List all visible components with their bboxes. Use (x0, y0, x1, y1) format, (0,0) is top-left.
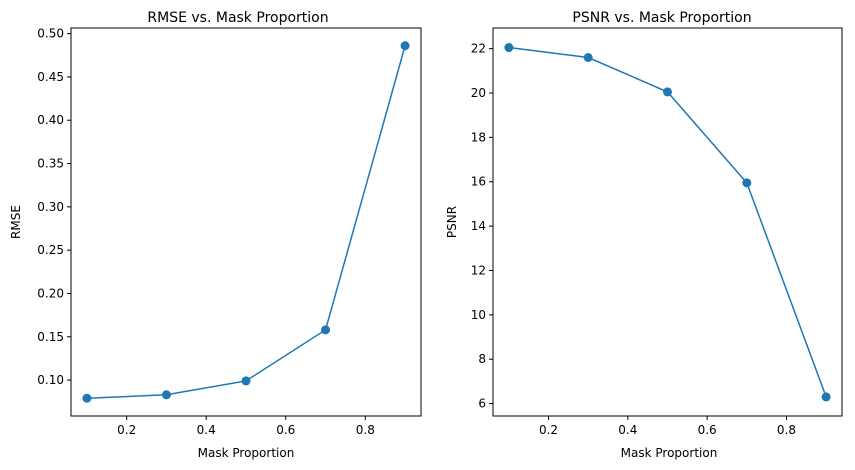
y-tick-label: 8 (478, 352, 486, 366)
data-point (821, 392, 831, 402)
plot-area: 0.2 0.4 0.6 0.8 6 8 10 12 14 16 18 20 22 (471, 42, 831, 437)
x-tick-label: 0.6 (698, 423, 717, 437)
y-tick-label: 22 (471, 42, 486, 56)
y-tick-label: 6 (478, 397, 486, 411)
data-point (504, 43, 514, 53)
y-tick-label: 16 (471, 175, 486, 189)
y-tick-label: 0.20 (37, 286, 64, 300)
axes-frame (70, 27, 422, 417)
y-tick-label: 10 (471, 308, 486, 322)
data-point (161, 390, 171, 400)
x-axis-label: Mask Proportion (621, 446, 718, 460)
chart-title: PSNR vs. Mask Proportion (572, 10, 751, 26)
x-tick-label: 0.4 (618, 423, 637, 437)
y-axis-label: RMSE (9, 205, 23, 239)
data-point (82, 393, 92, 403)
axes-frame (492, 27, 843, 417)
data-point (400, 41, 410, 51)
x-tick-label: 0.2 (539, 423, 558, 437)
y-tick-label: 14 (471, 219, 486, 233)
y-tick-label: 0.25 (37, 243, 64, 257)
y-tick-label: 18 (471, 130, 486, 144)
data-point (241, 376, 251, 386)
psnr-chart: PSNR vs. Mask Proportion 0.2 0.4 0.6 0.8 6 8 1… (445, 10, 843, 460)
plot-area: 0.2 0.4 0.6 0.8 0.10 0.15 0.20 0.25 0.30 0.35 0.40… (37, 27, 410, 437)
x-tick-label: 0.2 (117, 423, 136, 437)
rmse-chart: RMSE vs. Mask Proportion 0.2 0.4 0.6 0.8 0.1… (9, 10, 422, 460)
data-point (321, 325, 331, 335)
y-tick-label: 0.35 (37, 157, 64, 171)
y-tick-label: 0.40 (37, 113, 64, 127)
x-axis-label: Mask Proportion (198, 446, 295, 460)
data-point (663, 87, 672, 97)
y-tick-label: 0.15 (37, 330, 64, 344)
y-tick-label: 20 (471, 86, 486, 100)
y-tick-label: 12 (471, 263, 486, 277)
x-tick-label: 0.8 (356, 423, 375, 437)
x-tick-label: 0.4 (197, 423, 216, 437)
y-tick-label: 0.50 (37, 27, 64, 41)
chart-title: RMSE vs. Mask Proportion (147, 10, 328, 26)
data-point (742, 178, 752, 188)
y-tick-label: 0.30 (37, 200, 64, 214)
y-axis-label: PSNR (445, 206, 459, 238)
y-tick-label: 0.10 (37, 373, 64, 387)
data-point (583, 53, 593, 63)
x-tick-label: 0.8 (777, 423, 796, 437)
y-tick-label: 0.45 (37, 70, 64, 84)
x-tick-label: 0.6 (276, 423, 295, 437)
